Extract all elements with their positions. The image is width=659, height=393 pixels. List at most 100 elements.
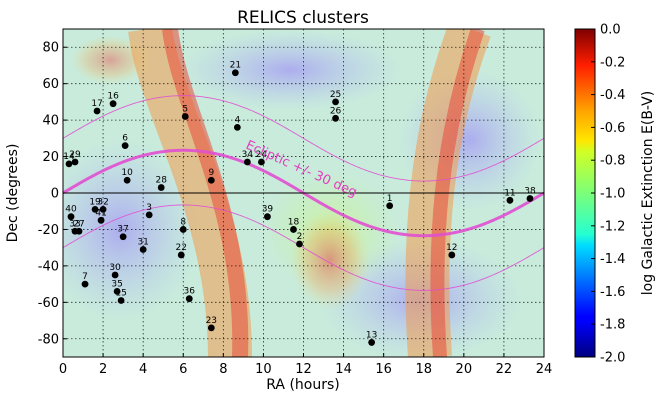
cluster-label-21: 21 bbox=[230, 61, 241, 71]
ecliptic-upper-line bbox=[62, 95, 545, 182]
cluster-point-25 bbox=[332, 98, 339, 106]
cluster-point-28 bbox=[157, 184, 165, 191]
cluster-point-5 bbox=[181, 113, 189, 120]
y-tick-label: -40 bbox=[38, 259, 59, 274]
cluster-point-23 bbox=[207, 324, 215, 332]
cluster-label-9: 9 bbox=[208, 168, 214, 178]
colorbar-tick-label: -0.4 bbox=[600, 88, 625, 103]
colorbar-tick-label: -1.8 bbox=[600, 318, 625, 333]
cluster-point-11 bbox=[506, 196, 514, 204]
cluster-point-8 bbox=[179, 226, 187, 233]
cluster-label-34: 34 bbox=[242, 150, 254, 160]
axis-ticks: 0 2 4 6 8 10 12 14 16 18 20 22 24-80-60-40-200204060… bbox=[38, 41, 553, 377]
cluster-label-30: 30 bbox=[109, 263, 121, 273]
cluster-label-16: 16 bbox=[107, 92, 119, 102]
y-tick-label: 40 bbox=[42, 114, 59, 129]
plot-frame bbox=[62, 28, 545, 358]
colorbar-tick-label: -1.4 bbox=[600, 252, 625, 267]
cluster-label-37: 37 bbox=[117, 225, 128, 235]
cluster-label-35: 35 bbox=[111, 279, 122, 289]
cluster-point-30 bbox=[111, 271, 119, 279]
cluster-point-4 bbox=[233, 124, 241, 131]
y-tick-label: -60 bbox=[38, 296, 59, 311]
cluster-point-13 bbox=[368, 339, 376, 346]
cluster-point-10 bbox=[123, 176, 131, 184]
colorbar-tick-label: 0.0 bbox=[600, 23, 621, 38]
x-tick-label: 10 bbox=[255, 362, 272, 377]
cluster-point-21 bbox=[231, 69, 239, 77]
cluster-point-35 bbox=[113, 288, 121, 295]
cluster-label-25: 25 bbox=[330, 90, 341, 100]
cluster-point-26 bbox=[332, 114, 339, 122]
cluster-point-17 bbox=[93, 107, 101, 115]
ecliptic-lower-line bbox=[62, 204, 545, 291]
cluster-label-10: 10 bbox=[121, 168, 133, 178]
cluster-label-5: 5 bbox=[182, 104, 188, 114]
cluster-point-32 bbox=[99, 206, 107, 213]
cluster-label-23: 23 bbox=[206, 316, 217, 326]
extinction-map bbox=[63, 29, 544, 357]
cluster-point-22 bbox=[177, 251, 185, 259]
y-tick-label: 0 bbox=[51, 187, 59, 202]
cluster-point-15 bbox=[117, 297, 125, 304]
cluster-point-2 bbox=[296, 240, 303, 248]
cluster-label-32: 32 bbox=[97, 197, 108, 207]
cluster-point-33 bbox=[71, 227, 79, 235]
x-tick-label: 8 bbox=[219, 362, 227, 377]
x-tick-label: 20 bbox=[456, 362, 473, 377]
cluster-point-36 bbox=[185, 295, 193, 303]
cluster-label-3: 3 bbox=[146, 203, 152, 213]
cluster-label-15: 15 bbox=[115, 289, 126, 299]
cluster-point-9 bbox=[207, 176, 215, 184]
cluster-label-26: 26 bbox=[330, 106, 342, 116]
cluster-label-28: 28 bbox=[155, 176, 167, 186]
y-tick-label: -20 bbox=[38, 223, 59, 238]
cluster-point-1 bbox=[386, 202, 394, 210]
colorbar-tick-label: -0.2 bbox=[600, 55, 625, 70]
colorbar-tick-label: -1.2 bbox=[600, 219, 625, 234]
cluster-point-41 bbox=[97, 216, 105, 224]
chart-title: RELICS clusters bbox=[237, 8, 369, 28]
cluster-label-13: 13 bbox=[366, 330, 377, 340]
colorbar-tick-label: -2.0 bbox=[600, 351, 625, 366]
cluster-label-31: 31 bbox=[137, 237, 148, 247]
cluster-point-38 bbox=[526, 195, 534, 202]
data-points: 1234567891011121314151617181921222324252… bbox=[63, 61, 536, 346]
x-tick-label: 14 bbox=[335, 362, 352, 377]
cluster-point-14 bbox=[65, 160, 73, 168]
cluster-label-33: 33 bbox=[69, 219, 80, 229]
y-tick-label: -80 bbox=[38, 332, 59, 347]
cluster-point-37 bbox=[119, 233, 127, 241]
x-tick-label: 12 bbox=[295, 362, 312, 377]
cluster-label-6: 6 bbox=[122, 134, 128, 144]
cluster-label-7: 7 bbox=[82, 272, 88, 282]
y-axis-title: Dec (degrees) bbox=[5, 144, 21, 243]
cluster-label-22: 22 bbox=[176, 243, 187, 253]
y-tick-label: 80 bbox=[42, 41, 59, 56]
cluster-label-18: 18 bbox=[288, 217, 300, 227]
colorbar-tick-label: -0.6 bbox=[600, 121, 625, 136]
cluster-label-1: 1 bbox=[387, 194, 393, 204]
y-tick-label: 60 bbox=[42, 77, 59, 92]
cluster-label-2: 2 bbox=[297, 232, 303, 242]
x-tick-label: 0 bbox=[59, 362, 67, 377]
x-tick-label: 22 bbox=[496, 362, 513, 377]
cluster-label-14: 14 bbox=[63, 152, 75, 162]
cluster-label-38: 38 bbox=[524, 186, 536, 196]
cluster-label-8: 8 bbox=[180, 217, 186, 227]
cluster-point-29 bbox=[71, 158, 79, 166]
y-tick-label: 20 bbox=[42, 150, 59, 165]
cluster-point-3 bbox=[145, 211, 153, 219]
colorbar-label: log Galactic Extinction E(B-V) bbox=[640, 91, 656, 295]
cluster-label-41: 41 bbox=[95, 208, 106, 218]
cluster-label-36: 36 bbox=[184, 287, 196, 297]
cluster-point-39 bbox=[264, 213, 271, 221]
cluster-point-16 bbox=[109, 100, 117, 108]
x-tick-label: 24 bbox=[536, 362, 553, 377]
x-axis-title: RA (hours) bbox=[266, 377, 339, 393]
cluster-label-24: 24 bbox=[256, 150, 268, 160]
cluster-point-31 bbox=[139, 246, 147, 253]
colorbar-tick-label: -0.8 bbox=[600, 154, 625, 169]
colorbar-ticks: -2.0 -1.8 -1.6 -1.4 -1.2 -1.0 -0.8 -0.6 -0.4 -0.2… bbox=[591, 23, 625, 366]
